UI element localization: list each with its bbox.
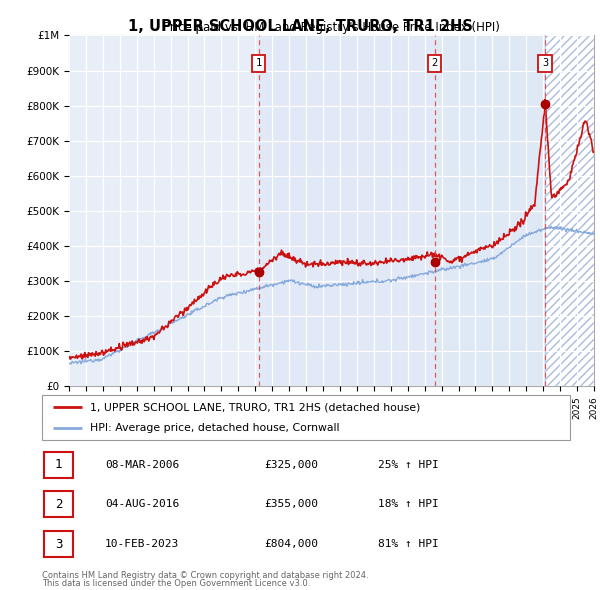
Text: 3: 3 [542, 58, 548, 68]
Text: This data is licensed under the Open Government Licence v3.0.: This data is licensed under the Open Gov… [42, 579, 310, 588]
FancyBboxPatch shape [44, 531, 73, 557]
Text: Contains HM Land Registry data © Crown copyright and database right 2024.: Contains HM Land Registry data © Crown c… [42, 571, 368, 579]
Text: 10-FEB-2023: 10-FEB-2023 [105, 539, 179, 549]
Text: 08-MAR-2006: 08-MAR-2006 [105, 460, 179, 470]
Bar [259, 35, 434, 386]
FancyBboxPatch shape [42, 395, 570, 440]
Text: 18% ↑ HPI: 18% ↑ HPI [378, 499, 439, 509]
Text: £325,000: £325,000 [264, 460, 318, 470]
Text: 04-AUG-2016: 04-AUG-2016 [105, 499, 179, 509]
Text: £804,000: £804,000 [264, 539, 318, 549]
Text: £355,000: £355,000 [264, 499, 318, 509]
Text: 1: 1 [55, 458, 62, 471]
Text: 2: 2 [431, 58, 438, 68]
Text: 2: 2 [55, 497, 62, 511]
Bar [545, 35, 594, 386]
Text: 1: 1 [256, 58, 262, 68]
Text: 81% ↑ HPI: 81% ↑ HPI [378, 539, 439, 549]
Text: 1, UPPER SCHOOL LANE, TRURO, TR1 2HS (detached house): 1, UPPER SCHOOL LANE, TRURO, TR1 2HS (de… [89, 402, 420, 412]
Bar [434, 35, 545, 386]
FancyBboxPatch shape [44, 491, 73, 517]
Text: HPI: Average price, detached house, Cornwall: HPI: Average price, detached house, Corn… [89, 422, 339, 432]
FancyBboxPatch shape [44, 452, 73, 478]
Text: 25% ↑ HPI: 25% ↑ HPI [378, 460, 439, 470]
Text: 3: 3 [55, 537, 62, 551]
Text: 1, UPPER SCHOOL LANE, TRURO, TR1 2HS: 1, UPPER SCHOOL LANE, TRURO, TR1 2HS [128, 19, 472, 34]
Title: Price paid vs. HM Land Registry's House Price Index (HPI): Price paid vs. HM Land Registry's House … [163, 21, 500, 34]
